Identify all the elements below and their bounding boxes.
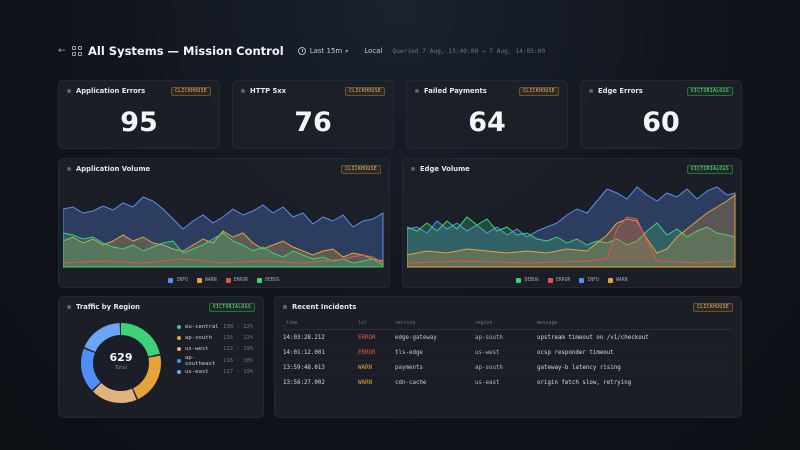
queried-range: Queried 7 Aug, 13:40:00 → 7 Aug, 14:05:0… xyxy=(392,47,546,55)
stat-value: 76 xyxy=(294,107,332,138)
panel-dot-icon xyxy=(589,89,593,93)
edge-volume-chart xyxy=(407,186,736,268)
column-header-level[interactable]: lvl xyxy=(358,320,367,326)
panel-dot-icon xyxy=(241,89,245,93)
stat-panel-failed-payments[interactable]: Failed Payments CLICKHOUSE 64 xyxy=(406,80,568,149)
panel-title: Recent Incidents xyxy=(292,303,357,311)
time-range-picker[interactable]: Last 15m ▾ xyxy=(297,47,349,55)
donut-total: 629 xyxy=(109,351,133,364)
donut-segment-eu-central[interactable] xyxy=(81,323,161,403)
table-row[interactable]: 14:03:28.212 ERROR edge-gateway ap-south… xyxy=(283,334,649,341)
donut-total-label: Total xyxy=(115,365,127,371)
legend-item-debug[interactable]: DEBUG xyxy=(516,278,539,283)
series-error-line xyxy=(63,254,384,264)
table-row[interactable]: 14:01:12.001 ERROR tls-edge us-west ocsp… xyxy=(283,350,614,356)
chart-legend: DEBUG ERROR INFO WARN xyxy=(403,278,741,283)
datasource-badge: VICTORIALOGS xyxy=(686,164,733,174)
region-item-us-east[interactable]: us-east 117 · 19% xyxy=(177,367,253,378)
chart-panel-edge-volume[interactable]: Edge Volume VICTORIALOGS DEBUG ERROR INFO… xyxy=(402,158,742,288)
datasource-badge: CLICKHOUSE xyxy=(341,164,381,174)
table-row[interactable]: 13:59:48.013 WARN payments ap-south gate… xyxy=(283,365,621,371)
donut-segment-us-west[interactable] xyxy=(81,323,161,403)
table-row[interactable]: 13:56:27.002 WARN cdn-cache us-east orig… xyxy=(283,380,632,386)
dashboard-grid-icon[interactable] xyxy=(72,46,82,56)
series-info-area xyxy=(63,196,384,268)
series-warn-area xyxy=(407,194,736,268)
legend-item-error[interactable]: ERROR xyxy=(547,278,570,283)
chart-panel-application-volume[interactable]: Application Volume CLICKHOUSE INFO WARN E… xyxy=(58,158,390,288)
panel-title: Application Errors xyxy=(76,87,146,95)
chart-legend: INFO WARN ERROR DEBUG xyxy=(59,278,389,283)
donut-segment-ap-south[interactable] xyxy=(81,323,161,403)
datasource-badge: VICTORIALOGS xyxy=(686,86,733,96)
region-legend: eu-central 138 · 22% ap-south 136 · 22% us… xyxy=(177,321,253,378)
legend-item-info[interactable]: INFO xyxy=(168,278,188,283)
legend-item-debug[interactable]: DEBUG xyxy=(257,278,280,283)
panel-dot-icon xyxy=(411,167,415,171)
time-range-label: Last 15m xyxy=(309,47,343,55)
legend-item-warn[interactable]: WARN xyxy=(607,278,628,283)
datasource-badge: VICTORIALOGS xyxy=(208,302,255,312)
page-title: All Systems — Mission Control xyxy=(88,44,284,58)
panel-dot-icon xyxy=(415,89,419,93)
stat-panel-edge-errors[interactable]: Edge Errors VICTORIALOGS 60 xyxy=(580,80,742,149)
column-header-message[interactable]: message xyxy=(537,320,558,326)
column-header-service[interactable]: service xyxy=(395,320,416,326)
table-header: _time lvl service region message xyxy=(283,317,733,330)
panel-dot-icon xyxy=(67,305,71,309)
level-badge: WARN xyxy=(358,380,372,386)
panel-title: Edge Volume xyxy=(420,165,470,173)
panel-title: Failed Payments xyxy=(424,87,487,95)
incidents-table: _time lvl service region message 14:03:2… xyxy=(283,317,733,390)
stat-panel-application-errors[interactable]: Application Errors CLICKHOUSE 95 xyxy=(58,80,220,149)
series-debug-area xyxy=(63,232,384,268)
stat-value: 60 xyxy=(642,107,680,138)
column-header-time[interactable]: _time xyxy=(283,320,298,326)
region-item-eu-central[interactable]: eu-central 138 · 22% xyxy=(177,321,253,332)
datasource-badge: CLICKHOUSE xyxy=(693,302,733,312)
header: ← All Systems — Mission Control Last 15m… xyxy=(58,42,748,60)
panel-dot-icon xyxy=(67,167,71,171)
level-badge: ERROR xyxy=(358,334,376,341)
table-icon xyxy=(283,305,287,309)
legend-item-warn[interactable]: WARN xyxy=(197,278,217,283)
series-error-line xyxy=(407,216,736,264)
panel-title: Traffic by Region xyxy=(76,303,141,311)
datasource-badge: CLICKHOUSE xyxy=(345,86,385,96)
legend-item-error[interactable]: ERROR xyxy=(225,278,248,283)
panel-recent-incidents[interactable]: Recent Incidents CLICKHOUSE _time lvl ser… xyxy=(274,296,742,418)
panel-title: Application Volume xyxy=(76,165,151,173)
donut-segment-ap-southeast[interactable] xyxy=(81,323,161,403)
legend-item-info[interactable]: INFO xyxy=(579,278,599,283)
clock-icon xyxy=(297,47,306,55)
stat-value: 95 xyxy=(120,107,158,138)
panel-title: Edge Errors xyxy=(598,87,643,95)
series-warn-area xyxy=(63,230,384,268)
stat-value: 64 xyxy=(468,107,506,138)
datasource-badge: CLICKHOUSE xyxy=(171,86,211,96)
panel-dot-icon xyxy=(67,89,71,93)
panel-traffic-by-region[interactable]: Traffic by Region VICTORIALOGS 629 Total … xyxy=(58,296,264,418)
back-arrow-icon[interactable]: ← xyxy=(58,46,66,56)
panel-title: HTTP 5xx xyxy=(250,87,286,95)
application-volume-chart xyxy=(63,196,384,268)
column-header-region[interactable]: region xyxy=(475,320,493,326)
level-badge: ERROR xyxy=(358,350,376,356)
datasource-badge: CLICKHOUSE xyxy=(519,86,559,96)
level-badge: WARN xyxy=(358,365,372,371)
region-item-ap-south[interactable]: ap-south 136 · 22% xyxy=(177,332,253,343)
series-debug-area xyxy=(407,216,736,268)
chevron-down-icon: ▾ xyxy=(345,47,349,55)
region-donut-chart: 629 Total xyxy=(77,319,165,407)
region-item-us-west[interactable]: us-west 122 · 19% xyxy=(177,344,253,355)
stat-panel-http-5xx[interactable]: HTTP 5xx CLICKHOUSE 76 xyxy=(232,80,394,149)
region-item-ap-southeast[interactable]: ap-southeast 116 · 18% xyxy=(177,355,253,367)
timezone-toggle[interactable]: Local xyxy=(364,47,383,55)
